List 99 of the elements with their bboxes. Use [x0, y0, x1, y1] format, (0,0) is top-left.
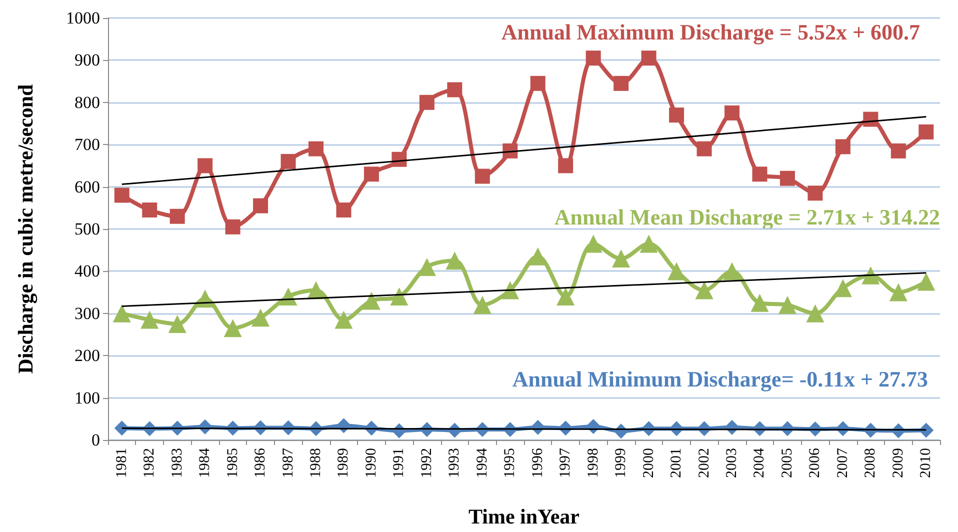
- x-tick-label: 2007: [834, 448, 851, 478]
- point: [668, 262, 686, 280]
- point: [114, 420, 130, 436]
- x-tick-label: 1985: [224, 448, 241, 478]
- x-tick-label: 2001: [668, 448, 685, 478]
- x-axis-title: Time inYear: [468, 504, 580, 528]
- x-tick-label: 1988: [308, 448, 324, 478]
- x-tick-label: 2008: [862, 448, 879, 478]
- x-tick-label: 2000: [640, 448, 657, 478]
- y-tick-label: 900: [74, 50, 100, 70]
- point: [502, 143, 518, 158]
- point: [364, 166, 379, 182]
- x-tick-label: 1999: [613, 448, 630, 478]
- x-tick-label: 1986: [252, 448, 269, 478]
- x-tick-label: 1983: [169, 448, 186, 478]
- x-tick-label: 1990: [363, 448, 380, 478]
- point: [641, 50, 656, 66]
- point: [253, 198, 268, 214]
- point: [752, 166, 768, 182]
- point: [863, 112, 878, 127]
- point: [170, 208, 185, 224]
- y-tick-label: 500: [74, 220, 100, 238]
- annotation: Annual Mean Discharge = 2.71x + 314.22: [554, 204, 940, 230]
- x-tick-label: 2009: [890, 448, 906, 478]
- point: [612, 250, 630, 268]
- point: [336, 202, 352, 218]
- y-tick-label: 1000: [66, 8, 100, 28]
- point: [252, 308, 270, 327]
- x-tick-label: 1998: [585, 448, 602, 478]
- x-tick-label: 1984: [197, 448, 214, 478]
- annotation: Annual Maximum Discharge = 5.52x + 600.7: [501, 20, 920, 44]
- point: [474, 168, 490, 184]
- point: [530, 76, 546, 91]
- point: [862, 266, 880, 284]
- y-tick-label: 800: [74, 92, 100, 112]
- point: [198, 158, 213, 174]
- x-tick-label: 1997: [558, 448, 574, 478]
- annotation: Annual Minimum Discharge= -0.11x + 27.73: [512, 366, 928, 392]
- x-tick-label: 1982: [142, 448, 158, 478]
- x-tick-label: 1989: [336, 448, 352, 478]
- point: [918, 422, 934, 438]
- point: [334, 310, 353, 329]
- point: [558, 158, 574, 174]
- y-tick-label: 400: [74, 262, 100, 281]
- point: [750, 294, 769, 312]
- point: [917, 272, 936, 291]
- point: [724, 105, 740, 120]
- point: [586, 50, 601, 66]
- point: [473, 296, 492, 314]
- x-tick-label: 2010: [918, 448, 934, 478]
- point: [723, 262, 741, 280]
- x-tick-label: 1981: [114, 448, 130, 478]
- point: [168, 314, 186, 333]
- y-tick-label: 600: [74, 177, 100, 196]
- point: [889, 283, 908, 302]
- point: [142, 202, 158, 218]
- point: [669, 108, 684, 123]
- point: [890, 143, 906, 158]
- point: [362, 292, 380, 310]
- point: [392, 152, 407, 167]
- y-axis-title: Discharge in cubic metre/second: [14, 84, 38, 374]
- point: [419, 94, 434, 110]
- point: [614, 76, 629, 91]
- x-tick-label: 2003: [724, 448, 740, 478]
- point: [808, 186, 823, 201]
- point: [280, 154, 296, 169]
- y-tick-label: 700: [74, 135, 100, 154]
- point: [640, 234, 658, 253]
- x-tick-label: 1996: [530, 448, 546, 478]
- point: [390, 288, 408, 306]
- point: [835, 139, 850, 154]
- x-tick-label: 2006: [807, 448, 824, 478]
- point: [140, 310, 159, 329]
- y-tick-label: 0: [92, 430, 100, 450]
- point: [112, 304, 131, 322]
- x-tick-label: 2005: [779, 448, 796, 478]
- point: [778, 296, 796, 314]
- y-tick-label: 300: [74, 304, 100, 323]
- point: [918, 124, 934, 140]
- point: [696, 141, 712, 156]
- point: [806, 304, 824, 322]
- x-tick-label: 1992: [418, 448, 435, 478]
- x-tick-label: 1995: [502, 448, 518, 478]
- x-tick-label: 2002: [696, 448, 712, 478]
- point: [114, 188, 130, 203]
- point: [225, 219, 240, 234]
- point: [556, 288, 575, 306]
- point: [224, 319, 242, 338]
- x-tick-label: 1994: [474, 448, 490, 478]
- x-tick-label: 1991: [391, 448, 408, 478]
- y-tick-label: 100: [74, 388, 100, 408]
- x-tick-label: 1987: [280, 448, 296, 478]
- y-tick-label: 200: [74, 346, 100, 366]
- x-tick-label: 1993: [446, 448, 463, 478]
- point: [780, 170, 795, 186]
- x-tick-label: 2004: [752, 448, 768, 478]
- point: [447, 82, 462, 98]
- point: [308, 141, 324, 156]
- point: [695, 281, 714, 300]
